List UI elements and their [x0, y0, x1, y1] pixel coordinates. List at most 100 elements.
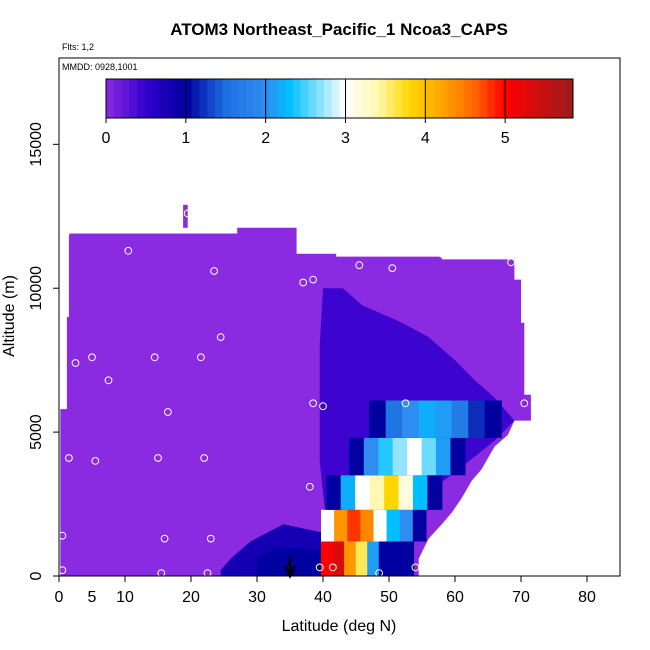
colorbar-segment-0: [106, 79, 115, 118]
heatmap-cell-band1-1: [334, 509, 348, 542]
heatmap-cell-band4-6: [468, 400, 486, 438]
obs-point-36: [507, 258, 516, 267]
x-tick-label-1: 5: [88, 589, 97, 606]
x-tick-label-0: 0: [55, 589, 64, 606]
colorbar-segment-19: [253, 79, 263, 118]
x-tick-label-6: 50: [380, 589, 398, 606]
obs-point-23: [309, 275, 318, 284]
y-tick-label-3: 15000: [28, 122, 45, 167]
heatmap-cell-band4-1: [385, 400, 403, 438]
date-annotation: MMDD: 0928,1001: [62, 62, 138, 72]
colorbar-segment-41: [425, 79, 434, 118]
colorbar-segment-9: [176, 79, 185, 118]
colorbar-segment-40: [417, 79, 426, 118]
colorbar-segment-34: [370, 79, 379, 118]
obs-point-33: [401, 488, 410, 497]
obs-point-35: [437, 249, 446, 258]
colorbar-segment-27: [316, 79, 325, 118]
obs-point-15: [183, 209, 192, 218]
colorbar-segment-37: [393, 79, 403, 118]
colorbar-tick-label-3: 3: [341, 130, 350, 147]
colorbar-segment-8: [168, 79, 177, 118]
colorbar-segment-2: [121, 79, 130, 118]
colorbar-segment-49: [487, 79, 496, 118]
obs-point-34: [411, 563, 420, 572]
colorbar-segment-55: [534, 79, 543, 118]
obs-point-8: [121, 215, 129, 224]
colorbar-segment-29: [331, 79, 340, 118]
colorbar-segment-23: [285, 79, 294, 118]
colorbar-segment-38: [401, 79, 411, 118]
obs-point-0: [61, 229, 70, 238]
colorbar-segment-54: [526, 79, 535, 118]
heatmap-cell-band3-2: [378, 437, 394, 476]
heatmap-cell-band1-4: [373, 509, 388, 542]
heatmap-cell-band0-0: [321, 541, 334, 576]
heatmap-cell-band0-5: [378, 541, 391, 576]
heatmap-cell-band0-6: [390, 541, 403, 576]
colorbar-segment-56: [541, 79, 551, 118]
obs-point-13: [160, 534, 169, 543]
x-tick-label-8: 70: [512, 589, 530, 606]
heatmap-cell-band2-4: [384, 475, 400, 510]
obs-point-25: [305, 482, 314, 491]
colorbar-tick-label-1: 1: [181, 130, 190, 147]
obs-point-27: [315, 563, 324, 572]
colorbar-segment-50: [495, 79, 504, 118]
y-axis-label: Altitude (m): [1, 275, 18, 357]
colorbar-segment-35: [378, 79, 387, 118]
colorbar-segment-45: [456, 79, 465, 118]
obs-point-19: [206, 534, 215, 543]
heatmap-cell-band0-4: [367, 541, 380, 576]
y-tick-label-0: 0: [28, 571, 45, 580]
obs-point-3: [59, 531, 67, 540]
obs-point-24: [309, 399, 318, 408]
colorbar-segment-52: [510, 79, 520, 118]
obs-point-21: [216, 333, 225, 342]
obs-point-6: [91, 457, 100, 465]
heatmap-cell-band3-0: [349, 437, 365, 476]
x-tick-label-2: 10: [116, 589, 134, 606]
heatmap-cell-band2-7: [427, 475, 443, 510]
heatmap-cell-band3-6: [436, 437, 451, 476]
obs-point-10: [150, 353, 159, 362]
heatmap-cell-band0-3: [355, 541, 368, 576]
colorbar-segment-1: [113, 79, 123, 118]
x-tick-label-9: 80: [578, 589, 596, 606]
colorbar-segment-47: [471, 79, 481, 118]
heatmap-cell-band2-3: [369, 475, 385, 510]
heatmap-cell-band3-3: [392, 437, 408, 476]
obs-point-4: [59, 566, 67, 575]
colorbar-tick-label-5: 5: [501, 130, 510, 147]
heatmap-cell-band1-3: [360, 509, 375, 542]
colorbar-segment-21: [269, 79, 278, 118]
plot-frame: [58, 57, 621, 577]
colorbar-segment-53: [518, 79, 527, 118]
heatmap-cell-band4-5: [451, 400, 469, 438]
colorbar-segment-12: [199, 79, 208, 118]
colorbar-segment-39: [409, 79, 418, 118]
x-tick-label-3: 20: [182, 589, 200, 606]
colorbar-segment-24: [292, 79, 302, 118]
colorbar-segment-42: [432, 79, 442, 118]
obs-point-30: [375, 569, 383, 576]
obs-point-9: [124, 246, 133, 255]
heatmap-cell-band1-5: [386, 509, 401, 542]
heatmap-cell-band2-5: [398, 475, 414, 510]
colorbar: 0 1 2 3 4 5: [102, 78, 574, 147]
obs-point-5: [88, 353, 96, 362]
colorbar-segment-59: [565, 79, 574, 118]
obs-point-17: [200, 454, 209, 462]
obs-point-20: [210, 267, 219, 275]
y-axis: 0 5000 10000 15000: [28, 122, 59, 580]
x-tick-label-4: 30: [248, 589, 266, 606]
obs-point-37: [520, 399, 529, 408]
heatmap-cell-band0-1: [332, 541, 345, 576]
colorbar-segment-6: [152, 79, 161, 118]
heatmap-cell-band1-2: [347, 509, 361, 542]
heatmap-cell-band3-7: [450, 437, 466, 476]
y-tick-label-2: 10000: [28, 266, 45, 311]
colorbar-segment-51: [502, 79, 512, 118]
obs-point-18: [203, 569, 212, 576]
